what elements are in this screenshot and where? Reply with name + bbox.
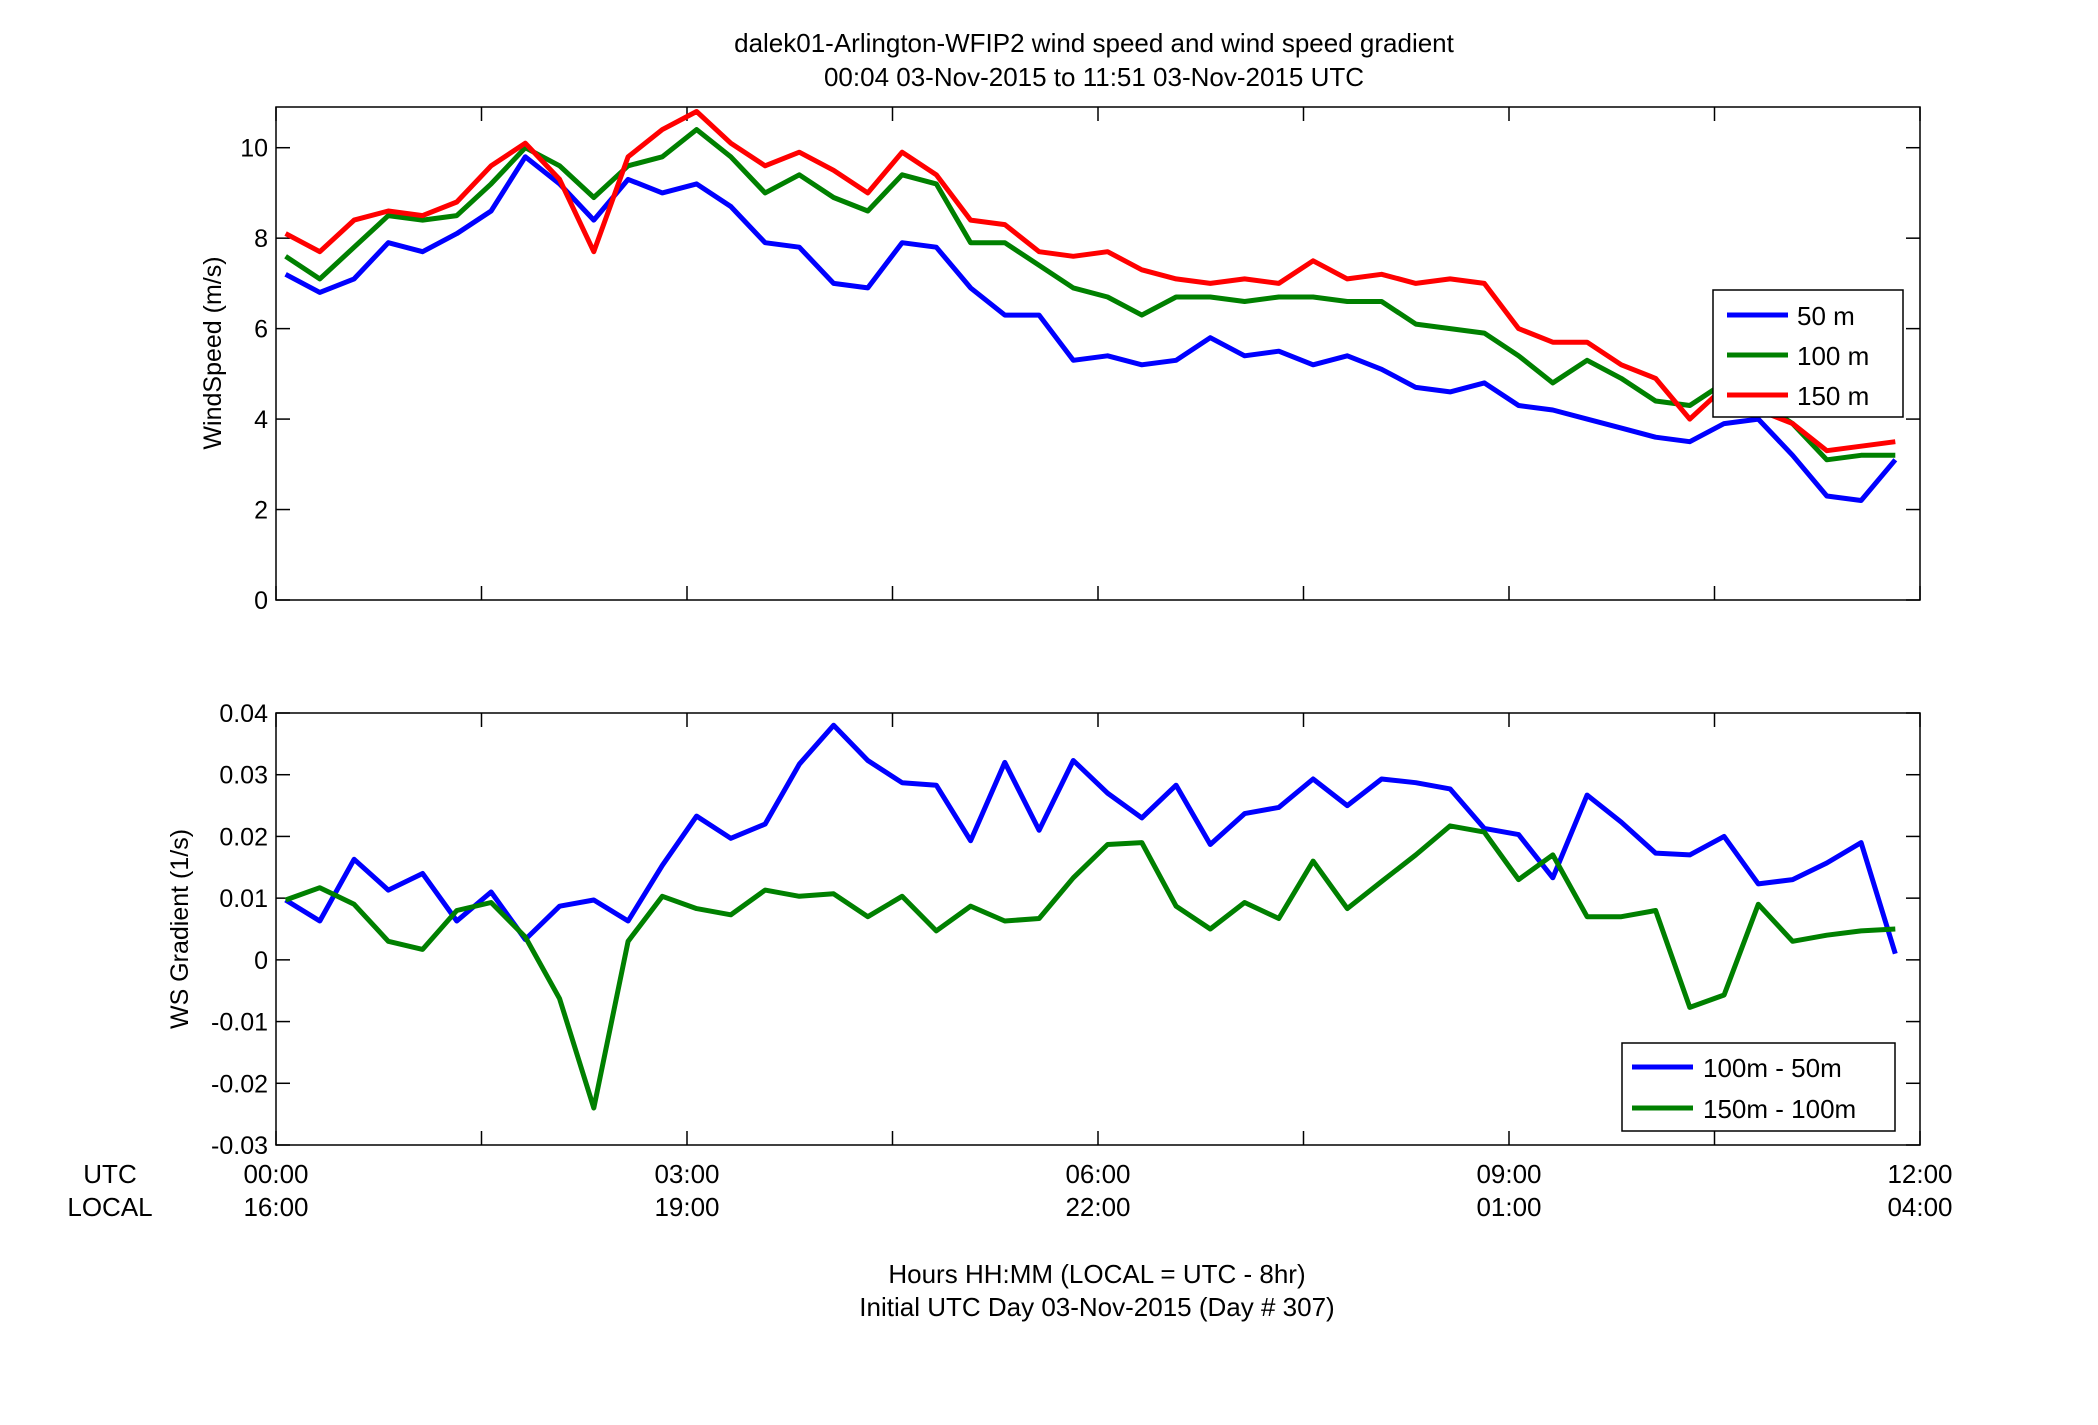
gradient-ytick-label: 0 — [254, 947, 268, 975]
gradient-ytick-label: 0.01 — [219, 885, 268, 913]
windspeed-ytick-label: 2 — [254, 497, 268, 525]
xtick-label-local: 22:00 — [1065, 1192, 1130, 1222]
xtick-label-local: 16:00 — [243, 1192, 308, 1222]
utc-row-label: UTC — [83, 1159, 136, 1189]
windspeed-panel: 0 2 4 6 8 10 WindSpeed (m/s) 50 m 100 m 150 m — [199, 106, 1921, 615]
figure-title-line1: dalek01-Arlington-WFIP2 wind speed and w… — [734, 28, 1455, 58]
gradient-legend: 100m - 50m 150m - 100m — [1621, 1042, 1896, 1132]
xtick-label-local: 01:00 — [1476, 1192, 1541, 1222]
xtick-label-utc: 09:00 — [1476, 1159, 1541, 1189]
gradient-panel: -0.03 -0.02 -0.01 0 0.01 0.02 0.03 0.04 WS Grad… — [166, 700, 1921, 1160]
windspeed-ylabel: WindSpeed (m/s) — [199, 256, 227, 449]
legend-label-150m: 150 m — [1797, 381, 1869, 411]
windspeed-series-100-m-line — [284, 127, 1896, 463]
legend-label-100m: 100 m — [1797, 341, 1869, 371]
windspeed-legend: 50 m 100 m 150 m — [1712, 289, 1904, 418]
windspeed-ytick-label: 10 — [240, 135, 268, 163]
gradient-legend-box — [1621, 1042, 1896, 1132]
windspeed-ytick-label: 4 — [254, 406, 268, 434]
xtick-label-utc: 00:00 — [243, 1159, 308, 1189]
gradient-ytick-label: -0.01 — [211, 1009, 268, 1037]
windspeed-ytick-label: 8 — [254, 225, 268, 253]
xtick-label-local: 19:00 — [654, 1192, 719, 1222]
gradient-ytick-label: -0.03 — [211, 1132, 268, 1160]
legend-label-100m-50m: 100m - 50m — [1703, 1053, 1842, 1083]
gradient-ytick-label: 0.03 — [219, 762, 268, 790]
figure-title-line2: 00:04 03-Nov-2015 to 11:51 03-Nov-2015 U… — [824, 62, 1364, 92]
gradient-series-100m-50m-line — [284, 722, 1898, 955]
gradient-ytick-label: 0.04 — [219, 700, 268, 728]
windspeed-series-150-m-line — [284, 109, 1896, 454]
windspeed-ytick-label: 0 — [254, 587, 268, 615]
gradient-ylabel: WS Gradient (1/s) — [166, 829, 194, 1029]
xtick-label-utc: 06:00 — [1065, 1159, 1130, 1189]
x-axis-label-line2: Initial UTC Day 03-Nov-2015 (Day # 307) — [859, 1292, 1334, 1322]
local-row-label: LOCAL — [67, 1192, 152, 1222]
xtick-label-utc: 12:00 — [1887, 1159, 1952, 1189]
windspeed-series-50-m-line — [284, 154, 1898, 503]
xtick-label-utc: 03:00 — [654, 1159, 719, 1189]
gradient-series-150m-100m-line — [284, 823, 1896, 1111]
x-axis-label-line1: Hours HH:MM (LOCAL = UTC - 8hr) — [888, 1259, 1305, 1289]
gradient-ytick-label: 0.02 — [219, 823, 268, 851]
gradient-ytick-label: -0.02 — [211, 1070, 268, 1098]
legend-label-150m-100m: 150m - 100m — [1703, 1094, 1856, 1124]
windspeed-ytick-label: 6 — [254, 316, 268, 344]
legend-label-50m: 50 m — [1797, 301, 1855, 331]
xtick-label-local: 04:00 — [1887, 1192, 1952, 1222]
